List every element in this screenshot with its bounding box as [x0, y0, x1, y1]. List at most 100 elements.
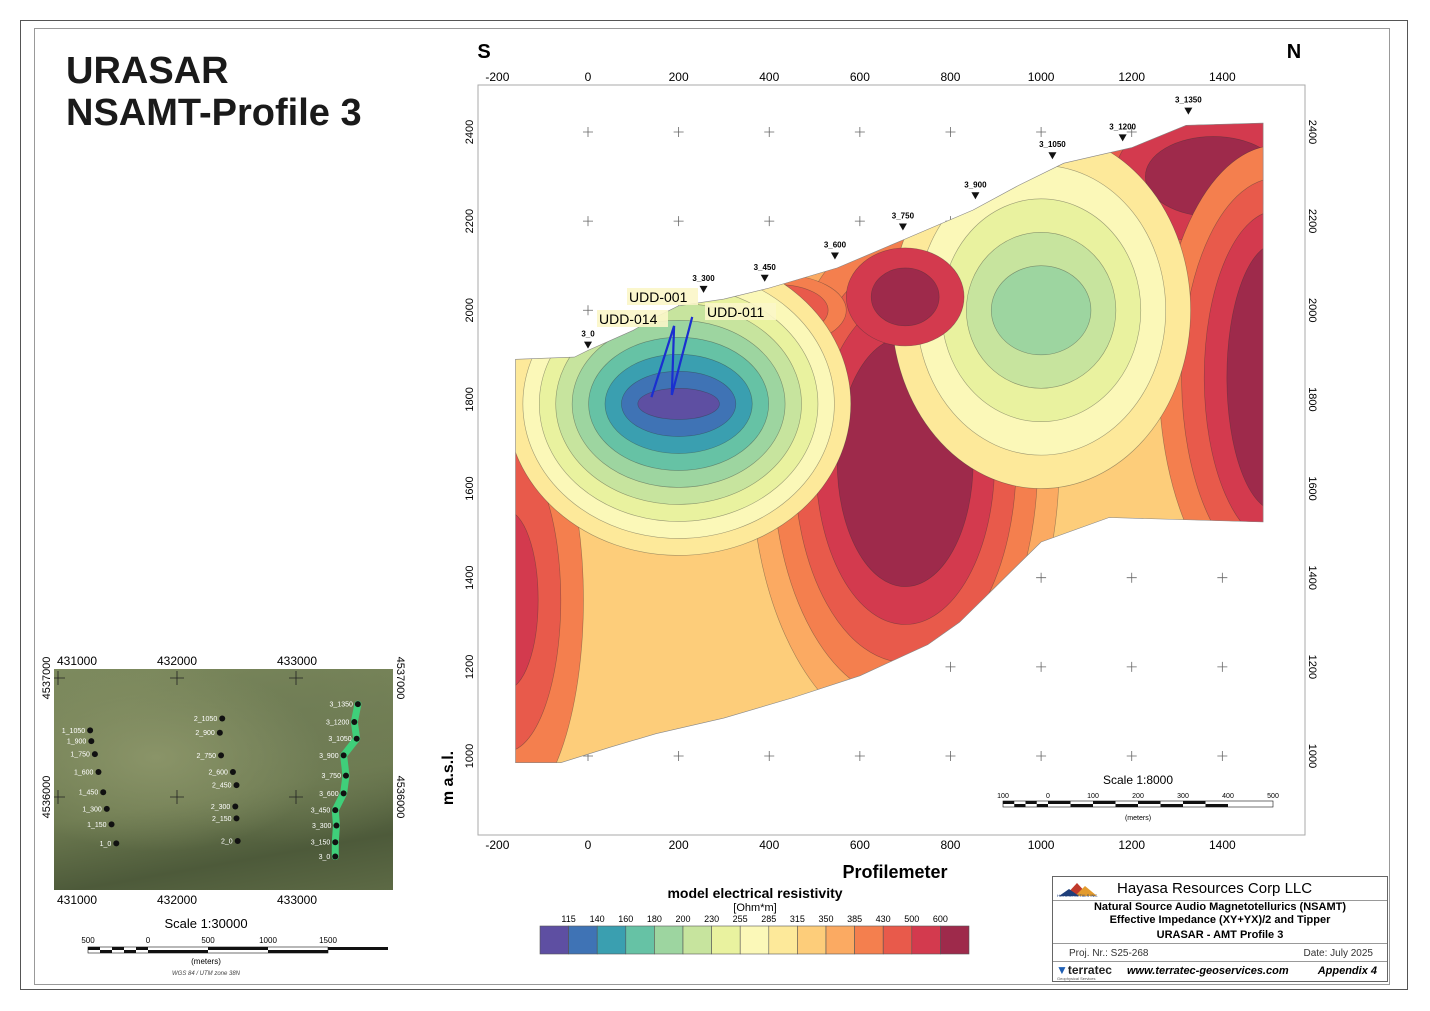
- inner-frame: [34, 28, 1390, 985]
- legend-swatch: [596, 925, 627, 955]
- legend-label: 315: [790, 914, 805, 924]
- x-tick-top: 0: [585, 70, 592, 84]
- map-station-dot: [95, 769, 102, 776]
- company-name: Hayasa Resources Corp LLC: [1117, 880, 1313, 897]
- scale-segment: [1048, 801, 1071, 804]
- contour-east-deep-resistor: [1203, 210, 1264, 544]
- color-legend: 115 140 160 180 200 230 255 285 315 350 385 430 500 6…: [539, 914, 970, 955]
- direction-south: S: [477, 41, 490, 63]
- map-station-dot: [332, 839, 339, 846]
- map-station-label: 2_0: [221, 839, 233, 846]
- station-label: 3_750: [892, 212, 915, 221]
- x-tick-bottom: 0: [585, 838, 592, 852]
- map-station-dot: [332, 807, 339, 814]
- legend-label: 385: [847, 914, 862, 924]
- outer-frame: [20, 20, 1408, 990]
- grid-cross: [673, 750, 684, 761]
- x-tick-top: 1200: [1118, 70, 1145, 84]
- map-station-label: 1_300: [82, 806, 102, 813]
- station-label: 3_300: [692, 274, 715, 283]
- scale-segment: [1138, 801, 1161, 804]
- grid-cross: [1126, 572, 1137, 583]
- map-grid-cross: [170, 790, 184, 804]
- station-marker-icon: [1048, 152, 1057, 160]
- scale-tick: 200: [1132, 793, 1144, 800]
- map-station-label: 1_600: [74, 770, 94, 777]
- legend-swatch: [625, 925, 655, 955]
- map-station-label: 2_750: [197, 753, 217, 760]
- map-station-label: 3_450: [311, 808, 331, 815]
- y-tick-right: 2000: [1306, 298, 1318, 322]
- legend-swatch: [797, 925, 827, 955]
- legend-swatch: [911, 925, 941, 955]
- x-tick-top: 1000: [1028, 70, 1055, 84]
- title-block: HAYASA METALS INC. Hayasa Resources Corp…: [1052, 876, 1388, 982]
- y-tick-right: 1200: [1306, 655, 1318, 679]
- legend-swatch: [654, 925, 684, 955]
- station-marker-icon: [760, 274, 769, 282]
- y-tick-left: 1800: [464, 387, 476, 411]
- drillholes: UDD-001 UDD-014 UDD-011: [597, 288, 776, 398]
- grid-cross: [1217, 572, 1228, 583]
- legend-label: 500: [904, 914, 919, 924]
- legend-swatch: [539, 925, 569, 955]
- map-station-label: 3_300: [312, 823, 332, 830]
- map-station-dot: [216, 729, 223, 736]
- grid-cross: [1036, 750, 1047, 761]
- legend-swatch: [568, 925, 598, 955]
- map-station-label: 3_1200: [326, 720, 349, 727]
- x-tick-top: 200: [669, 70, 689, 84]
- legend-swatch: [768, 925, 798, 955]
- map-station-dot: [218, 752, 225, 759]
- legend-swatch: [825, 925, 855, 955]
- x-tick-top: 1400: [1209, 70, 1236, 84]
- x-tick-bottom: 1400: [1209, 838, 1236, 852]
- legend-swatch: [854, 925, 884, 955]
- station-label: 3_600: [824, 240, 847, 249]
- contour-upper-central-resistor: [870, 267, 940, 327]
- grid-cross: [583, 216, 593, 227]
- grid-cross: [854, 750, 865, 761]
- grid-cross: [945, 661, 956, 672]
- x-tick-bottom: -200: [485, 838, 509, 852]
- x-axis-label: Profilemeter: [842, 862, 947, 882]
- map-station-label: 2_1050: [194, 716, 217, 723]
- grid-cross: [1036, 127, 1047, 137]
- map-station-dot: [103, 805, 110, 812]
- map-station-dot: [354, 701, 361, 708]
- grid-cross: [945, 127, 956, 137]
- map-station-dot: [229, 769, 236, 776]
- map-grid-cross: [170, 671, 184, 685]
- section-scale-unit: (meters): [1125, 815, 1151, 822]
- website-link[interactable]: www.terratec-geoservices.com: [1127, 965, 1289, 977]
- map-station-label: 2_150: [212, 816, 232, 823]
- map-overlay: 1_1050 1_900 1_750 1_600 1_450 1_300 1_150 1_0 2…: [54, 671, 362, 861]
- terratec-logo: ▼terratec: [1056, 963, 1112, 977]
- grid-cross: [764, 216, 775, 227]
- map-station-dot: [219, 715, 226, 722]
- map-station-dot: [332, 853, 339, 860]
- map-station-label: 1_450: [79, 790, 99, 797]
- scale-segment: [1115, 804, 1138, 807]
- station-marker-icon: [584, 341, 592, 349]
- scale-outline: [1002, 800, 1274, 808]
- map-station-label: 3_900: [319, 753, 339, 760]
- x-tick-top: 400: [759, 70, 779, 84]
- terratec-name: terratec: [1067, 963, 1112, 977]
- grid-cross: [673, 127, 684, 137]
- section-outline: [515, 122, 1264, 763]
- map-station-label: 2_450: [212, 783, 232, 790]
- station-marker-icon: [971, 192, 980, 200]
- map-station-dot: [233, 782, 240, 789]
- map-station-label: 3_1050: [328, 736, 351, 743]
- station-marker-icon: [1118, 134, 1127, 142]
- station-marker-icon: [1184, 107, 1193, 115]
- contour-east-deep-resistor: [1226, 243, 1264, 512]
- map-station-dot: [88, 738, 95, 745]
- location-map: 1_1050 1_900 1_750 1_600 1_450 1_300 1_150 1_0 2…: [54, 669, 393, 890]
- axis-ticks: -200-20000200200400400600600800800100010…: [464, 70, 1318, 852]
- scale-tick: 0: [1046, 793, 1050, 800]
- map-station-label: 3_600: [319, 791, 339, 798]
- map-station-dot: [87, 727, 94, 734]
